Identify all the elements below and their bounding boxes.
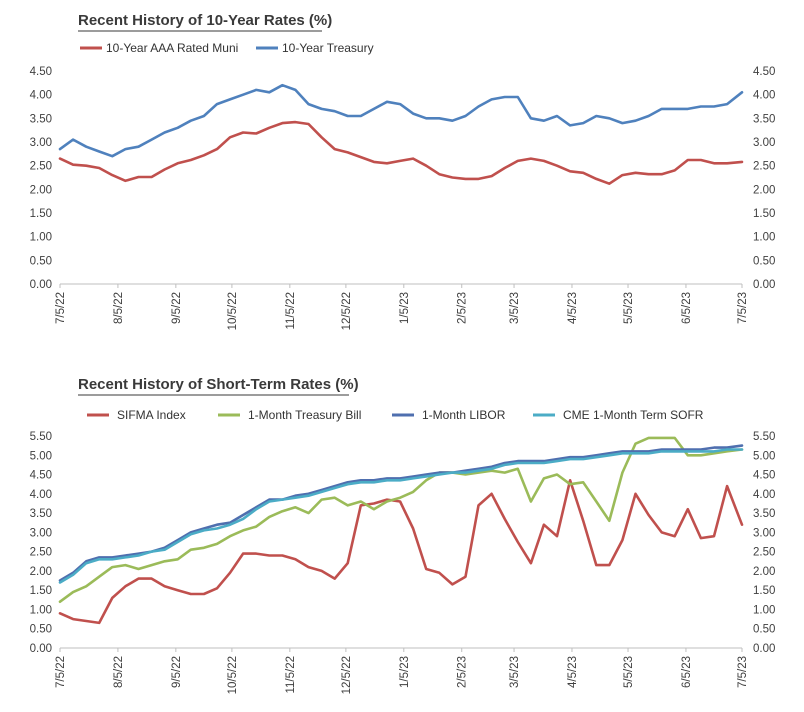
ten-year-rates-chart: Recent History of 10-Year Rates (%) 10-Y…: [30, 12, 776, 330]
y-tick-label-left: 0.00: [30, 643, 52, 655]
chart-title: Recent History of Short-Term Rates (%): [78, 376, 359, 393]
y-tick-label-left: 4.00: [30, 90, 52, 102]
axes: 0.00 0.00 0.50 0.50 1.00 1.00 1.50 1.50 2.00 2.00…: [30, 66, 776, 330]
x-tick-label: 4/5/23: [567, 292, 579, 324]
x-tick-label: 11/5/22: [285, 292, 297, 330]
legend: 10-Year AAA Rated Muni 10-Year Treasury: [80, 41, 374, 55]
y-tick-label-right: 2.50: [753, 161, 775, 173]
x-tick-label: 9/5/22: [171, 656, 183, 688]
x-tick-label: 11/5/22: [285, 656, 297, 694]
y-tick-label-left: 1.50: [30, 585, 52, 597]
x-tick-label: 7/5/23: [737, 656, 749, 688]
y-tick-label-right: 1.00: [753, 232, 775, 244]
short-term-rates-chart: Recent History of Short-Term Rates (%) S…: [30, 376, 776, 694]
series-lines: [58, 83, 744, 185]
y-tick-label-left: 2.00: [30, 184, 52, 196]
y-tick-label-left: 5.00: [30, 450, 52, 462]
x-tick-label: 12/5/22: [341, 292, 353, 330]
legend: SIFMA Index 1-Month Treasury Bill 1-Mont…: [87, 408, 704, 422]
x-tick-label: 3/5/23: [509, 656, 521, 688]
y-tick-label-left: 4.50: [30, 66, 52, 78]
x-tick-label: 4/5/23: [567, 656, 579, 688]
y-tick-label-left: 0.50: [30, 255, 52, 267]
x-tick-label: 5/5/23: [623, 292, 635, 324]
y-tick-label-right: 0.00: [753, 643, 775, 655]
y-tick-label-right: 4.00: [753, 90, 775, 102]
y-tick-label-right: 3.50: [753, 508, 775, 520]
x-tick-label: 8/5/22: [113, 292, 125, 324]
y-tick-label-right: 4.00: [753, 489, 775, 501]
y-tick-label-right: 3.00: [753, 137, 775, 149]
legend-label-sofr: CME 1-Month Term SOFR: [563, 408, 704, 422]
y-tick-label-right: 3.00: [753, 527, 775, 539]
x-tick-label: 10/5/22: [227, 292, 239, 330]
y-tick-label-right: 4.50: [753, 66, 775, 78]
legend-label-libor: 1-Month LIBOR: [422, 408, 506, 422]
y-tick-label-left: 3.00: [30, 527, 52, 539]
y-tick-label-left: 3.50: [30, 508, 52, 520]
x-tick-label: 1/5/23: [399, 656, 411, 688]
y-tick-label-right: 1.50: [753, 208, 775, 220]
legend-label-muni: 10-Year AAA Rated Muni: [106, 41, 238, 55]
y-tick-label-right: 3.50: [753, 113, 775, 125]
series-line-cme-1-month-term-sofr: [58, 448, 744, 584]
y-tick-label-left: 5.50: [30, 431, 52, 443]
y-tick-label-left: 4.00: [30, 489, 52, 501]
y-tick-label-left: 1.00: [30, 232, 52, 244]
y-tick-label-right: 0.00: [753, 279, 775, 291]
x-tick-label: 2/5/23: [457, 656, 469, 688]
y-tick-label-right: 1.50: [753, 585, 775, 597]
y-tick-label-right: 2.00: [753, 184, 775, 196]
chart-title: Recent History of 10-Year Rates (%): [78, 12, 332, 29]
series-line-1-month-treasury-bill: [58, 436, 744, 604]
y-tick-label-left: 1.50: [30, 208, 52, 220]
x-tick-label: 1/5/23: [399, 292, 411, 324]
x-tick-label: 12/5/22: [341, 656, 353, 694]
y-tick-label-right: 1.00: [753, 604, 775, 616]
legend-label-treasury: 10-Year Treasury: [282, 41, 374, 55]
y-tick-label-left: 1.00: [30, 604, 52, 616]
x-tick-label: 7/5/23: [737, 292, 749, 324]
x-tick-label: 10/5/22: [227, 656, 239, 694]
y-tick-label-left: 0.00: [30, 279, 52, 291]
x-tick-label: 7/5/22: [55, 292, 67, 324]
y-tick-label-right: 2.50: [753, 547, 775, 559]
y-tick-label-right: 2.00: [753, 566, 775, 578]
y-tick-label-left: 2.50: [30, 547, 52, 559]
y-tick-label-right: 0.50: [753, 255, 775, 267]
y-tick-label-right: 5.50: [753, 431, 775, 443]
y-tick-label-left: 3.50: [30, 113, 52, 125]
y-tick-label-left: 4.50: [30, 470, 52, 482]
y-tick-label-left: 2.50: [30, 161, 52, 173]
x-tick-label: 9/5/22: [171, 292, 183, 324]
y-tick-label-right: 4.50: [753, 470, 775, 482]
series-line-1-month-libor: [58, 444, 744, 582]
x-tick-label: 3/5/23: [509, 292, 521, 324]
y-tick-label-right: 0.50: [753, 624, 775, 636]
x-tick-label: 6/5/23: [681, 656, 693, 688]
y-tick-label-left: 3.00: [30, 137, 52, 149]
x-tick-label: 5/5/23: [623, 656, 635, 688]
series-line-sifma-index: [58, 478, 744, 625]
x-tick-label: 7/5/22: [55, 656, 67, 688]
series-lines: [58, 436, 744, 625]
y-tick-label-left: 0.50: [30, 624, 52, 636]
x-tick-label: 2/5/23: [457, 292, 469, 324]
x-tick-label: 8/5/22: [113, 656, 125, 688]
series-line-10-year-aaa-rated-muni: [58, 120, 744, 185]
y-tick-label-left: 2.00: [30, 566, 52, 578]
series-line-10-year-treasury: [58, 83, 744, 158]
y-tick-label-right: 5.00: [753, 450, 775, 462]
x-tick-label: 6/5/23: [681, 292, 693, 324]
axes: 0.00 0.00 0.50 0.50 1.00 1.00 1.50 1.50 2.00 2.00…: [30, 431, 776, 694]
legend-label-tbill: 1-Month Treasury Bill: [248, 408, 361, 422]
legend-label-sifma: SIFMA Index: [117, 408, 186, 422]
